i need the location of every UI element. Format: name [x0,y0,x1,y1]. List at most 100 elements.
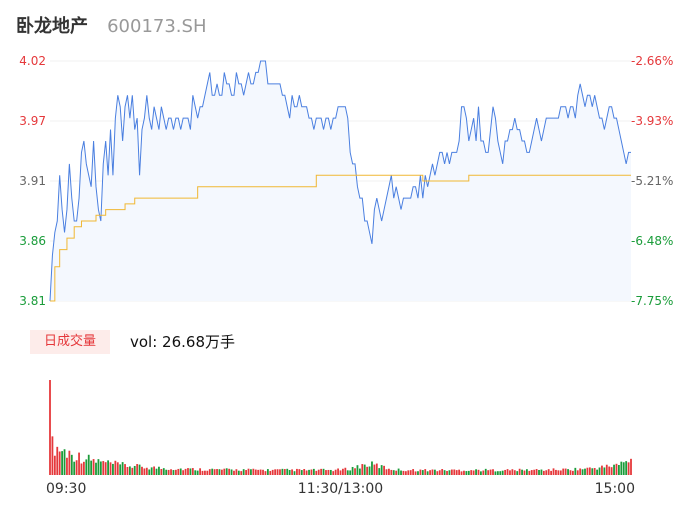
volume-bar [274,469,277,475]
volume-bar [208,469,211,475]
volume-bar [412,469,415,475]
volume-bar [167,469,170,475]
volume-bar [496,471,499,475]
volume-bar [472,470,475,475]
volume-bar [431,469,434,475]
right-tick-label: -2.66% [631,54,673,68]
volume-bar [540,469,543,475]
volume-bar [264,471,267,475]
left-tick-label: 3.97 [19,114,46,128]
volume-bar [349,470,352,475]
volume-bar [523,470,526,475]
volume-bar [388,468,390,475]
volume-bar [121,462,124,475]
volume-bar [196,470,199,475]
volume-bar [119,464,122,475]
volume-bar [49,380,51,475]
volume-bar [535,469,538,475]
volume-bar [475,469,477,475]
volume-bar [407,470,410,475]
volume-bar [511,469,514,475]
volume-bar [603,467,606,475]
volume-bar [516,471,519,475]
volume-bar [482,470,485,475]
volume-bar [521,469,523,475]
volume-bar [63,449,66,475]
volume-bar [533,469,536,475]
volume-bar [506,469,509,475]
volume-bar [463,470,465,475]
volume-bar [337,468,339,475]
volume-bar [97,459,100,475]
volume-bar [358,468,361,475]
volume-bar [605,464,608,475]
volume-bar [419,469,422,475]
volume-bar [80,463,83,475]
volume-bar [424,469,427,475]
left-tick-label: 3.86 [19,234,46,248]
volume-bar [235,469,238,475]
volume-bar [305,470,308,475]
volume-bar [317,469,320,475]
volume-bar [85,459,88,475]
volume-bar [448,470,451,475]
volume-bar [402,470,405,475]
volume-bar [453,469,456,475]
volume-bar [247,468,250,475]
volume-bar [327,469,330,475]
left-tick-label: 4.02 [19,54,46,68]
volume-bar [487,470,490,475]
volume-bar [194,470,197,475]
volume-bar [61,451,63,475]
volume-bar [380,465,383,475]
left-tick-label: 3.81 [19,294,46,308]
header: 卧龙地产 600173.SH [16,12,207,38]
volume-bar [141,466,143,475]
volume-bar [102,461,105,475]
volume-bar [92,459,95,475]
volume-bar [526,469,528,475]
volume-bar [143,468,146,475]
volume-bar [579,468,582,475]
volume-bar [581,469,584,475]
volume-bar [356,465,359,475]
volume-bar [547,469,550,475]
volume-bar [576,470,579,475]
volume-bar [112,463,114,475]
volume-bar [562,468,565,475]
volume-bar [281,468,284,475]
volume-bar [363,464,366,475]
volume-bar [436,471,439,475]
volume-bar [530,470,533,475]
volume-bar [586,467,589,475]
volume-bar [509,470,511,475]
volume-bar [172,470,175,475]
volume-bar [542,470,545,475]
volume-bar [291,469,293,475]
volume-bar [342,468,344,475]
volume-bar [145,467,148,475]
volume-bar [153,466,155,475]
right-tick-label: -7.75% [631,294,673,308]
volume-bar [441,469,444,475]
volume-bar [395,470,398,475]
volume-bar [450,469,453,475]
volume-bar [467,470,470,475]
volume-bar [58,451,61,475]
daily-volume-tag[interactable]: 日成交量 [30,330,110,354]
volume-bar [104,462,107,475]
volume-bar [150,467,153,475]
volume-bar [128,466,131,475]
time-tick-label: 11:30/13:00 [297,481,384,497]
volume-bar [559,470,562,475]
volume-bar [218,469,221,475]
volume-bar [329,469,332,475]
volume-bar [404,471,407,475]
volume-bar [434,469,436,475]
volume-bar [426,471,429,475]
volume-bar [245,470,247,475]
volume-bar [615,463,618,475]
volume-bar [397,468,400,475]
volume-bar [109,462,112,475]
